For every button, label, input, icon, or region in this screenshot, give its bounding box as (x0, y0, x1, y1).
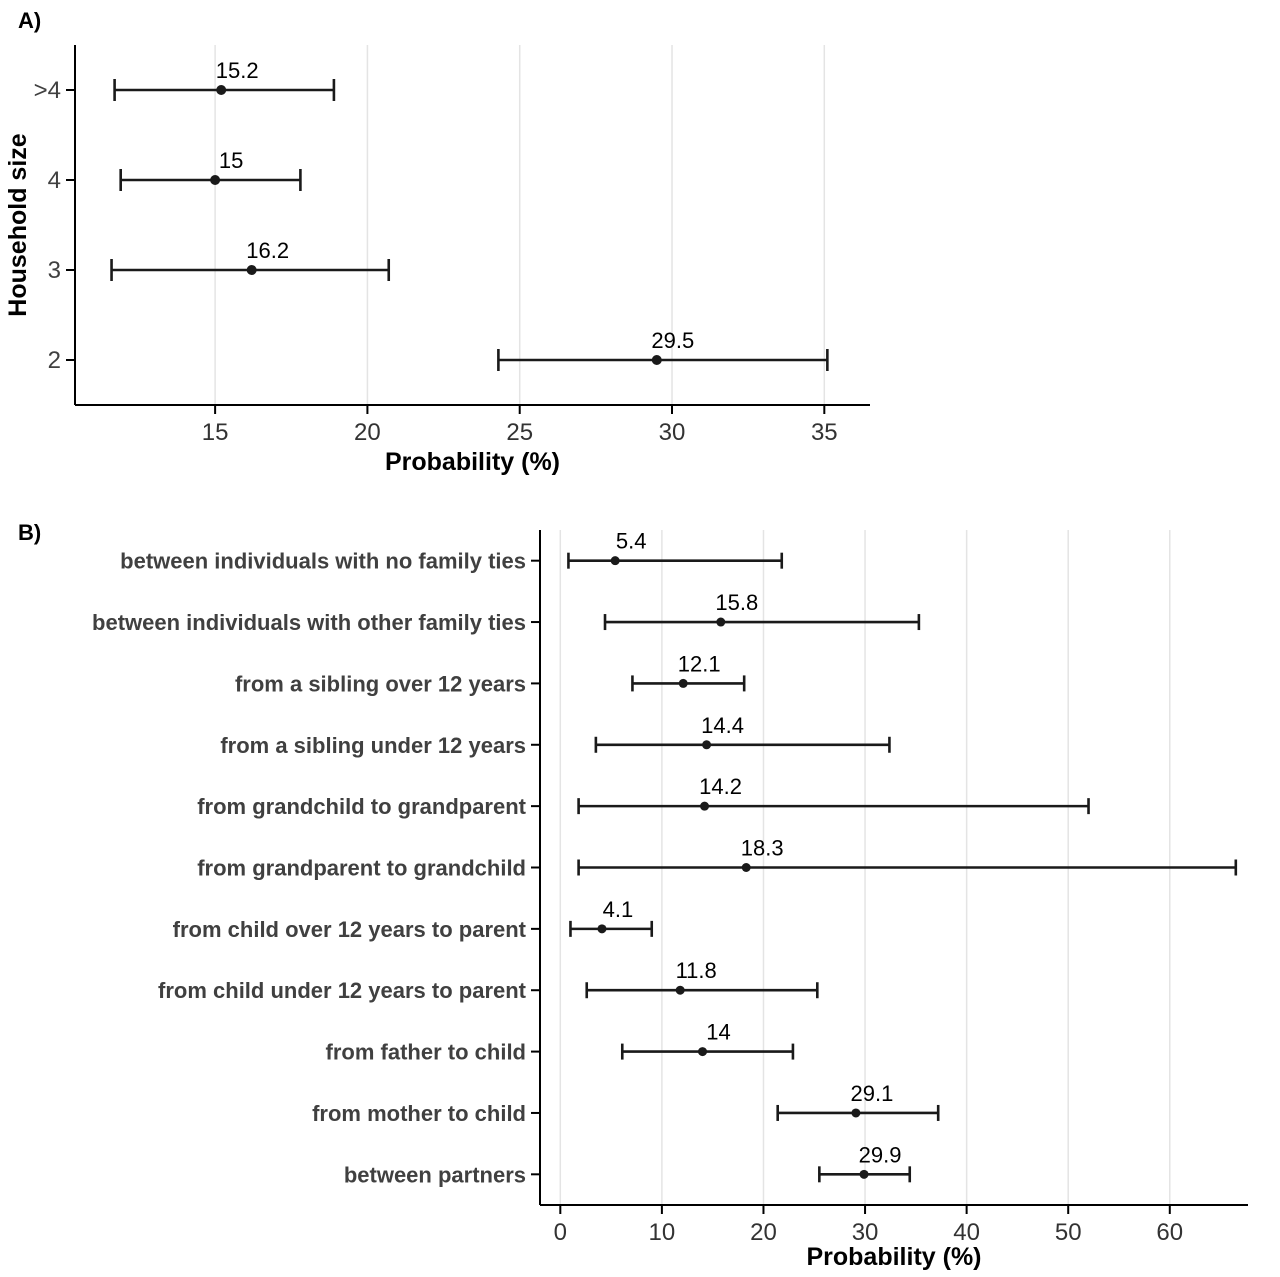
value-label: 29.5 (651, 328, 694, 353)
value-label: 14.2 (699, 774, 742, 799)
data-point (610, 556, 620, 566)
category-label: 2 (48, 347, 61, 374)
category-label: from grandchild to grandparent (197, 794, 526, 819)
value-label: 15.8 (715, 590, 758, 615)
x-tick-label: 30 (659, 419, 686, 446)
category-label: from father to child (326, 1040, 526, 1065)
value-label: 4.1 (603, 897, 634, 922)
value-label: 15 (219, 148, 243, 173)
data-point (216, 85, 227, 95)
value-label: 29.1 (850, 1081, 893, 1106)
data-point (246, 265, 257, 275)
category-label: between individuals with no family ties (120, 549, 526, 574)
data-point (698, 1047, 708, 1057)
x-axis-title: Probability (%) (806, 1243, 981, 1271)
data-point (678, 678, 688, 688)
value-label: 14.4 (701, 713, 744, 738)
category-label: 3 (48, 257, 61, 284)
value-label: 29.9 (859, 1142, 902, 1167)
data-point (859, 1169, 869, 1179)
value-label: 15.2 (216, 58, 259, 83)
panel-b-chart: 0 10 20 30 40 50 60 between individuals with no… (92, 529, 1248, 1271)
category-label: >4 (34, 77, 61, 104)
panel-a-chart: 15 20 25 30 35 >4 4 3 2 15.2 15 16.2 29.5 Probability… (4, 45, 870, 476)
category-label: between partners (344, 1162, 526, 1187)
x-tick-label: 30 (852, 1219, 879, 1246)
category-label: 4 (48, 167, 61, 194)
data-point (675, 985, 685, 995)
data-point (597, 924, 607, 934)
x-tick-label: 35 (811, 419, 838, 446)
x-tick-label: 15 (202, 419, 229, 446)
panel-a-label: A) (18, 8, 42, 33)
category-label: from child under 12 years to parent (158, 978, 527, 1003)
x-tick-label: 0 (554, 1219, 567, 1246)
data-point (702, 740, 712, 750)
panel-b-label: B) (18, 520, 42, 545)
data-point (700, 801, 710, 811)
data-point (741, 863, 751, 872)
value-label: 11.8 (676, 958, 717, 983)
value-label: 18.3 (741, 836, 784, 861)
y-axis-title: Household size (4, 133, 32, 316)
category-label: between individuals with other family ti… (92, 610, 526, 635)
value-label: 12.1 (678, 651, 721, 676)
category-label: from grandparent to grandchild (197, 856, 526, 881)
x-tick-label: 20 (750, 1219, 777, 1246)
x-axis-title: Probability (%) (385, 448, 560, 476)
data-point (716, 617, 726, 627)
data-point (851, 1108, 861, 1118)
data-point (210, 175, 221, 185)
value-label: 16.2 (246, 238, 289, 263)
x-tick-label: 40 (953, 1219, 980, 1246)
category-label: from a sibling over 12 years (235, 671, 526, 696)
x-tick-label: 10 (649, 1219, 676, 1246)
x-tick-label: 50 (1055, 1219, 1082, 1246)
category-label: from child over 12 years to parent (173, 917, 527, 942)
value-label: 5.4 (616, 529, 647, 554)
category-label: from a sibling under 12 years (220, 733, 526, 758)
x-tick-label: 20 (354, 419, 381, 446)
x-tick-label: 25 (506, 419, 533, 446)
data-point (651, 355, 662, 365)
category-label: from mother to child (312, 1101, 526, 1126)
x-tick-label: 60 (1156, 1219, 1183, 1246)
value-label: 14 (706, 1020, 730, 1045)
